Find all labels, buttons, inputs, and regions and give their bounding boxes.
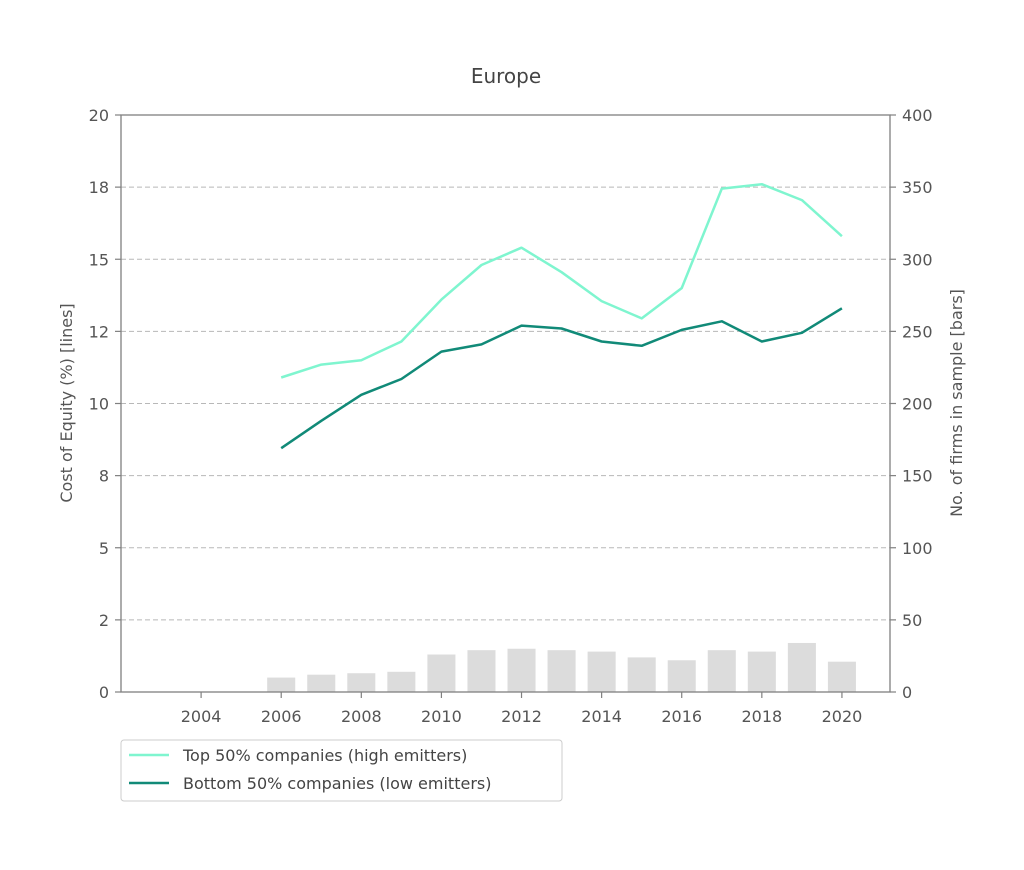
- bar: [267, 677, 296, 692]
- bar: [627, 657, 656, 692]
- series-line-bottom: [280, 307, 843, 450]
- y-right-tick-label: 150: [902, 467, 933, 486]
- y-axis-right: 0 50 100 150 200 250 300 350 400: [890, 106, 933, 702]
- x-axis: 2004 2006 2008 2010 2012 2014 2016 2018 2020: [181, 692, 863, 726]
- bar: [427, 654, 456, 692]
- bar: [387, 671, 416, 692]
- bar: [467, 650, 496, 692]
- y-right-tick-label: 250: [902, 322, 933, 341]
- series-lines: [280, 182, 843, 450]
- x-tick-label: 2012: [501, 707, 542, 726]
- bar: [707, 650, 736, 692]
- legend: Top 50% companies (high emitters) Bottom …: [120, 739, 563, 802]
- y-right-tick-label: 0: [902, 683, 912, 702]
- x-tick-label: 2014: [581, 707, 622, 726]
- bar: [787, 642, 816, 692]
- x-tick-label: 2016: [661, 707, 702, 726]
- y-right-tick-label: 50: [902, 611, 922, 630]
- bars: [267, 642, 856, 692]
- y-left-tick-label: 15: [89, 250, 109, 269]
- chart-title: Europe: [471, 64, 541, 88]
- x-tick-label: 2018: [741, 707, 782, 726]
- bar: [347, 673, 376, 692]
- y-axis-left: 0 2 5 8 10 12 15 18 20: [89, 106, 121, 702]
- y-left-tick-label: 8: [99, 467, 109, 486]
- y-axis-left-label: Cost of Equity (%) [lines]: [57, 303, 76, 502]
- series-line-top: [280, 182, 843, 379]
- legend-label: Top 50% companies (high emitters): [182, 746, 467, 765]
- y-left-tick-label: 18: [89, 178, 109, 197]
- y-left-tick-label: 12: [89, 322, 109, 341]
- x-tick-label: 2008: [341, 707, 382, 726]
- bar: [827, 661, 856, 692]
- x-tick-label: 2004: [181, 707, 222, 726]
- grid: [121, 186, 890, 621]
- legend-box: [120, 739, 563, 802]
- y-left-tick-label: 10: [89, 395, 109, 414]
- bar: [747, 651, 776, 692]
- bar: [547, 650, 576, 692]
- y-right-tick-label: 350: [902, 178, 933, 197]
- x-tick-label: 2010: [421, 707, 462, 726]
- y-right-tick-label: 400: [902, 106, 933, 125]
- x-tick-label: 2020: [822, 707, 863, 726]
- y-left-tick-label: 20: [89, 106, 109, 125]
- y-right-tick-label: 200: [902, 395, 933, 414]
- y-right-tick-label: 100: [902, 539, 933, 558]
- y-left-tick-label: 2: [99, 611, 109, 630]
- y-left-tick-label: 0: [99, 683, 109, 702]
- y-left-tick-label: 5: [99, 539, 109, 558]
- legend-label: Bottom 50% companies (low emitters): [183, 774, 491, 793]
- y-right-tick-label: 300: [902, 250, 933, 269]
- x-tick-label: 2006: [261, 707, 302, 726]
- y-axis-right-label: No. of firms in sample [bars]: [947, 289, 966, 517]
- bar: [307, 674, 336, 692]
- bar: [507, 648, 536, 692]
- bar: [667, 660, 696, 692]
- bar: [587, 651, 616, 692]
